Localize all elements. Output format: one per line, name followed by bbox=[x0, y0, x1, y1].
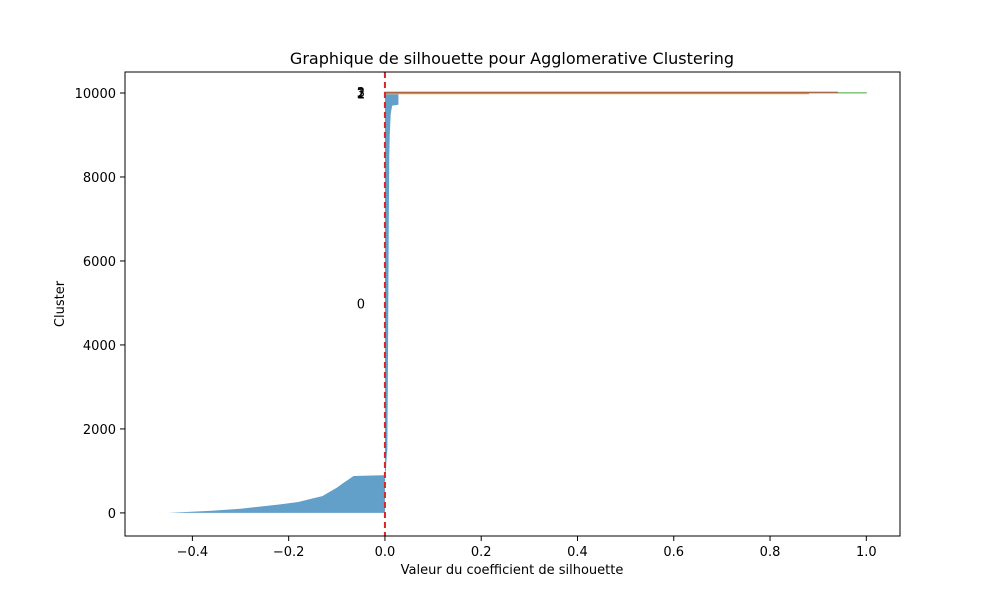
cluster-label-1: 1 bbox=[357, 88, 365, 103]
plot-frame bbox=[124, 71, 901, 537]
x-tick-label: 0.8 bbox=[760, 545, 781, 560]
x-tick-label: 0.4 bbox=[567, 545, 588, 560]
x-tick-label: 0.6 bbox=[663, 545, 684, 560]
x-axis: −0.4 −0.2 0.0 0.2 0.4 0.6 0.8 1.0 bbox=[177, 536, 877, 560]
x-axis-label: Valeur du coefficient de silhouette bbox=[401, 563, 624, 578]
chart-title: Graphique de silhouette pour Agglomerati… bbox=[290, 49, 734, 68]
x-tick-label: 0.0 bbox=[375, 545, 396, 560]
cluster-label-0: 0 bbox=[357, 298, 365, 313]
y-tick-label: 6000 bbox=[83, 255, 116, 270]
y-tick-label: 10000 bbox=[75, 87, 116, 102]
x-tick-label: 1.0 bbox=[856, 545, 877, 560]
x-tick-label: 0.2 bbox=[471, 545, 492, 560]
y-axis: 0 2000 4000 6000 8000 10000 bbox=[75, 87, 125, 522]
cluster-label-2: 2 bbox=[357, 87, 365, 102]
plot-area: 0 123 bbox=[168, 72, 867, 536]
y-tick-label: 0 bbox=[108, 507, 116, 522]
y-tick-label: 4000 bbox=[83, 339, 116, 354]
y-axis-label: Cluster bbox=[53, 280, 68, 327]
y-tick-label: 8000 bbox=[83, 171, 116, 186]
cluster-label-3: 3 bbox=[357, 86, 365, 101]
x-tick-label: −0.2 bbox=[273, 545, 305, 560]
y-tick-label: 2000 bbox=[83, 423, 116, 438]
x-tick-label: −0.4 bbox=[177, 545, 209, 560]
